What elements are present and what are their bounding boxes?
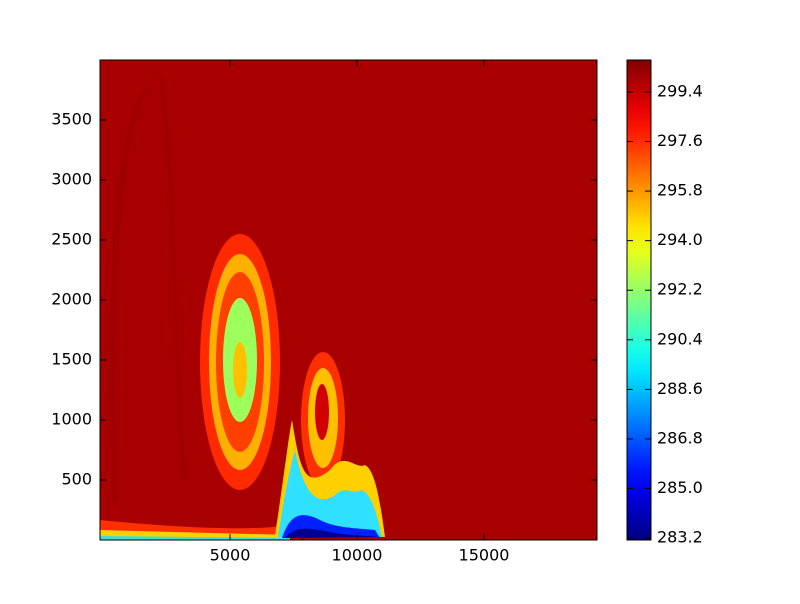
colorbar-tick-label: 292.2 [657, 280, 703, 299]
y-tick-label: 500 [61, 470, 92, 489]
vortex-core [233, 342, 247, 398]
y-tick-label: 2500 [51, 230, 92, 249]
colorbar-tick-label: 285.0 [657, 478, 703, 497]
y-tick-label: 1000 [51, 410, 92, 429]
x-tick-label: 10000 [332, 546, 383, 565]
y-tick-label: 1500 [51, 350, 92, 369]
vortex-core [315, 384, 329, 440]
field-layer [100, 536, 290, 540]
y-tick-label: 3000 [51, 170, 92, 189]
y-tick-label: 3500 [51, 110, 92, 129]
colorbar-tick-label: 297.6 [657, 131, 703, 150]
y-tick-label: 2000 [51, 290, 92, 309]
colorbar-tick-label: 288.6 [657, 379, 703, 398]
x-tick-label: 15000 [459, 546, 510, 565]
x-tick-label: 5000 [210, 546, 251, 565]
colorbar-tick-label: 286.8 [657, 428, 703, 447]
colorbar-tick-label: 294.0 [657, 230, 703, 249]
colorbar-tick-label: 283.2 [657, 528, 703, 547]
field-filament [108, 87, 152, 501]
field [100, 60, 597, 540]
cold-pool [285, 528, 378, 538]
field-filament [158, 74, 187, 481]
colorbar-tick-label: 299.4 [657, 81, 703, 100]
colorbar-tick-label: 290.4 [657, 329, 703, 348]
colorbar-frame [626, 59, 652, 541]
colorbar-tick-label: 295.8 [657, 181, 703, 200]
colorbar [627, 60, 651, 540]
